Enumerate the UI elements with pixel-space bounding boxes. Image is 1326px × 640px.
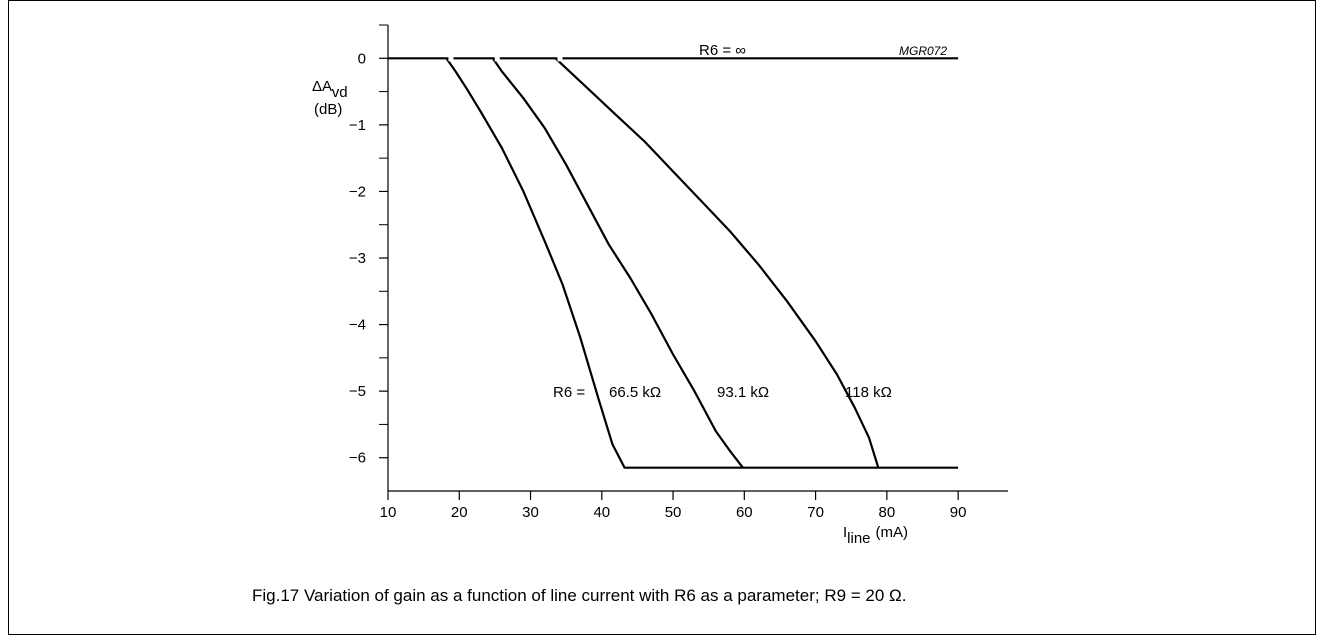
- y-axis-label-sub: vd: [332, 84, 348, 101]
- y-tick-label: −3: [349, 250, 366, 267]
- x-tick-label: 10: [380, 504, 397, 521]
- y-tick-label: −4: [349, 317, 366, 334]
- x-axis-label-unit: (mA): [876, 524, 909, 541]
- y-tick-label: −2: [349, 183, 366, 200]
- figure-frame: [8, 0, 1316, 635]
- annotation-93-1k: 93.1 kΩ: [717, 384, 769, 401]
- series-line-2: [491, 57, 744, 469]
- annotation-118k: 118 kΩ: [845, 384, 892, 401]
- y-axis-label: ΔAvd: [312, 78, 348, 101]
- y-tick-label: 0: [358, 50, 366, 67]
- x-tick-label: 30: [522, 504, 539, 521]
- x-tick-label: 20: [451, 504, 468, 521]
- line-gap-2: [557, 55, 563, 62]
- series-lines: [388, 55, 959, 469]
- line-gap-1: [494, 55, 500, 62]
- x-tick-label: 90: [950, 504, 967, 521]
- figure-code: MGR072: [899, 44, 947, 58]
- x-tick-label: 60: [736, 504, 753, 521]
- line-gap-0: [448, 55, 454, 62]
- x-axis-label-main: I: [843, 524, 847, 541]
- x-axis-label-sub: line: [847, 530, 870, 547]
- x-tick-label: 70: [807, 504, 824, 521]
- x-tick-label: 50: [665, 504, 682, 521]
- axes: [387, 25, 1008, 492]
- x-tick-label: 40: [593, 504, 610, 521]
- y-tick-label: −5: [349, 383, 366, 400]
- annotation-66-5k: 66.5 kΩ: [609, 384, 661, 401]
- y-axis-unit: (dB): [314, 101, 342, 118]
- annotation-r6-prefix: R6 =: [553, 384, 585, 401]
- figure-caption: Fig.17 Variation of gain as a function o…: [252, 586, 907, 605]
- x-axis-label: Iline (mA): [843, 524, 908, 547]
- ticks: 10 20 30 40 50 60 70 80 90 0 −1 −2 −3 −4 −5 −6: [349, 24, 967, 521]
- series-line-3: [554, 57, 880, 469]
- series-line-1: [445, 57, 959, 469]
- y-tick-label: −6: [349, 450, 366, 467]
- annotation-r6-infinity: R6 = ∞: [699, 42, 746, 59]
- x-tick-label: 80: [879, 504, 896, 521]
- y-axis-label-main: ΔA: [312, 78, 332, 95]
- y-tick-label: −1: [349, 117, 366, 134]
